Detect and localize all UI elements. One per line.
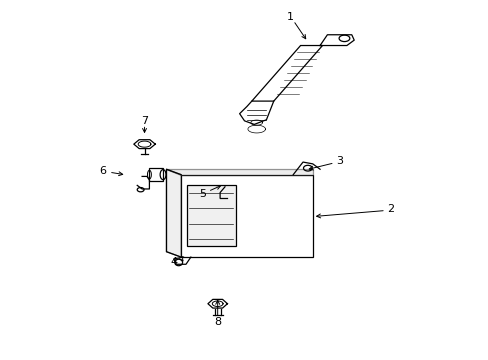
Text: 1: 1 <box>287 12 294 22</box>
Bar <box>181 175 312 257</box>
Text: 8: 8 <box>214 317 221 327</box>
Text: 5: 5 <box>199 189 206 199</box>
Text: 2: 2 <box>386 204 393 215</box>
Text: 7: 7 <box>141 116 148 126</box>
Text: 3: 3 <box>335 156 343 166</box>
Polygon shape <box>166 169 181 257</box>
Text: 6: 6 <box>100 166 106 176</box>
Bar <box>149 168 163 181</box>
Polygon shape <box>166 169 312 175</box>
Text: 4: 4 <box>170 257 177 267</box>
Bar <box>186 185 235 246</box>
